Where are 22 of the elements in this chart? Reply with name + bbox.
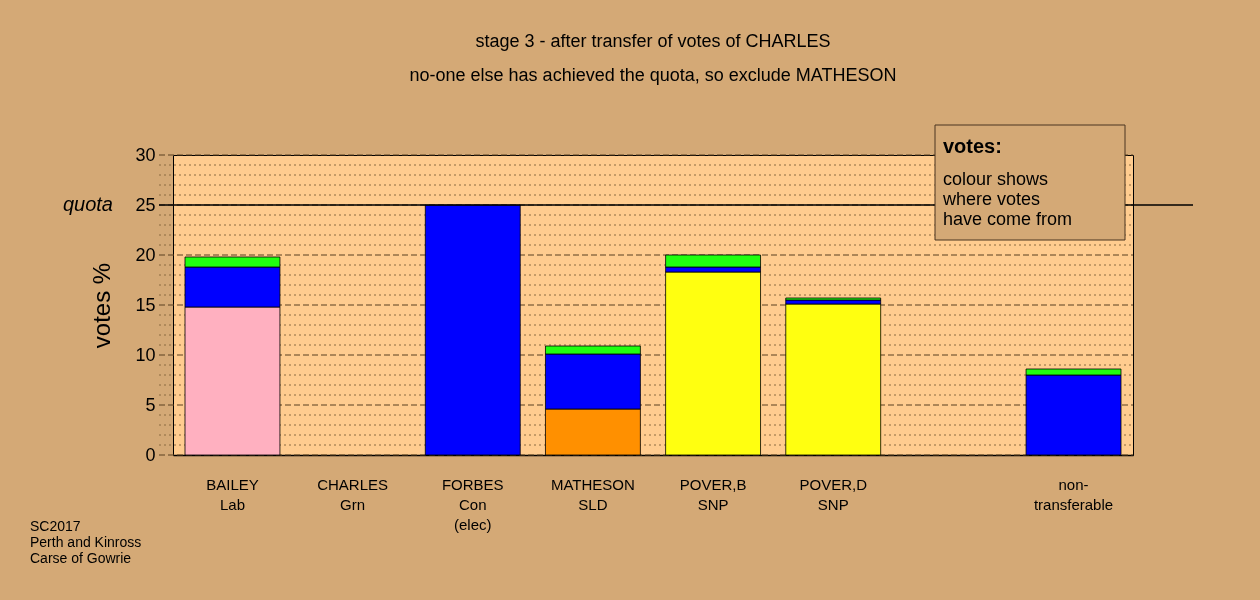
y-tick-label: 15 (135, 294, 156, 315)
y-tick-label: 5 (145, 394, 156, 415)
x-tick-label: MATHESON SLD (550, 475, 635, 513)
chart-title: stage 3 - after transfer of votes of CHARLES (475, 30, 831, 51)
y-tick-label: 0 (145, 444, 156, 465)
x-tick-label: non- transferable (1033, 475, 1114, 513)
y-tick-label: 30 (135, 144, 156, 165)
annotation: votes: (943, 135, 1002, 157)
text: SC2017 Perth and Kinross Carse of Gowrie (30, 518, 142, 566)
x-tick-label: POVER,D SNP (799, 475, 868, 513)
x-tick-label: CHARLES Grn (317, 475, 389, 513)
y-tick-label: 25 (135, 194, 156, 215)
x-tick-label: FORBES Con (elec) (441, 475, 504, 533)
x-tick-label: POVER,B SNP (679, 475, 747, 513)
bar (785, 297, 882, 301)
y-tick-label: 20 (135, 244, 156, 265)
ref-line-label: quota (62, 193, 113, 215)
chart-subtitle: no-one else has achieved the quota, so exclude MATHESON (409, 64, 897, 85)
y-axis-title: votes % (88, 262, 116, 349)
y-tick-label: 10 (135, 344, 156, 365)
annotation: colour shows where votes have come from (942, 169, 1073, 229)
x-tick-label: BAILEY Lab (206, 475, 259, 513)
